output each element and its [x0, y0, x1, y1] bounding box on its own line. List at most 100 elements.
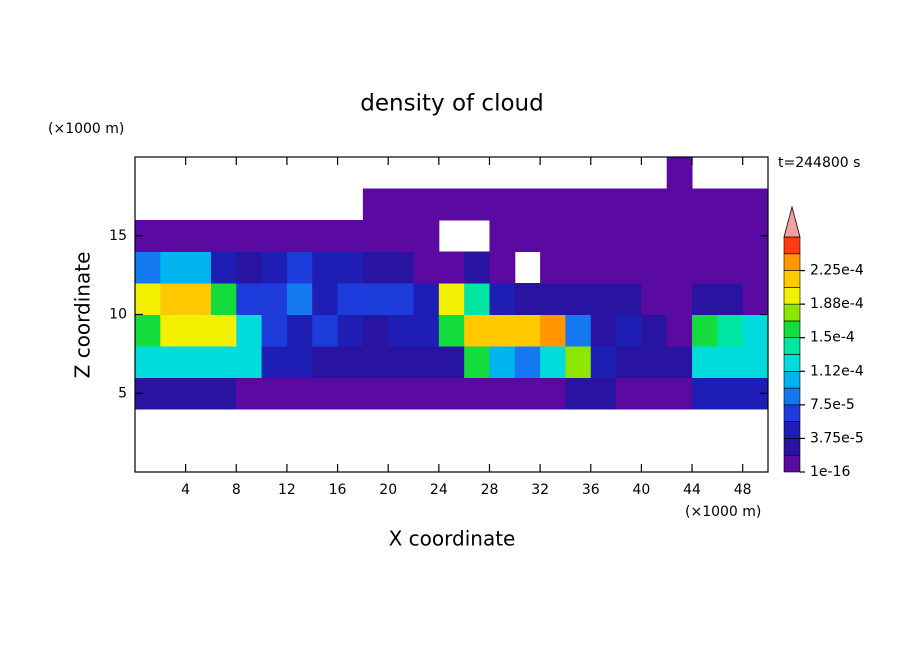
cell	[717, 188, 744, 221]
x-tick-label: 8	[232, 482, 241, 498]
cell	[540, 188, 566, 221]
colorbar-band	[783, 253, 801, 271]
cell	[717, 377, 744, 410]
cell	[489, 251, 516, 284]
cell	[565, 283, 592, 315]
colorbar-tick-label: 7.5e-5	[810, 397, 855, 413]
cell	[362, 314, 389, 347]
cell	[337, 251, 364, 284]
cell	[590, 346, 617, 378]
cell	[261, 220, 288, 252]
cell	[666, 188, 693, 221]
cell	[540, 220, 566, 252]
cell	[464, 314, 490, 347]
cell	[185, 283, 212, 315]
cell	[464, 188, 490, 221]
colorbar-band	[783, 320, 801, 339]
cell	[438, 283, 465, 315]
cell	[692, 188, 718, 221]
cell	[514, 283, 541, 315]
cell	[565, 188, 592, 221]
cell	[489, 188, 516, 221]
y-axis-label: Z coordinate	[71, 252, 95, 379]
cell	[160, 220, 187, 252]
cell	[590, 283, 617, 315]
cell	[337, 220, 364, 252]
cell	[666, 220, 693, 252]
cell	[742, 283, 769, 315]
x-tick-label: 24	[430, 482, 448, 498]
cell	[666, 377, 693, 410]
cell	[565, 220, 592, 252]
cell	[236, 377, 263, 410]
cell	[692, 377, 718, 410]
cell	[413, 188, 440, 221]
cell	[135, 283, 161, 315]
cell	[362, 283, 389, 315]
colorbar-band	[783, 421, 801, 439]
cell	[261, 377, 288, 410]
cell	[616, 188, 642, 221]
cell	[312, 220, 339, 252]
x-tick-label: 48	[734, 482, 752, 498]
colorbar-tick-label: 1.5e-4	[810, 330, 855, 346]
colorbar-band	[783, 404, 801, 422]
cell	[616, 220, 642, 252]
cell	[438, 251, 465, 284]
colorbar-tick-label: 1.88e-4	[810, 296, 864, 312]
cell	[717, 314, 744, 347]
colorbar-tick-label: 1e-16	[810, 464, 850, 480]
colorbar-band	[783, 438, 801, 456]
cell	[160, 251, 187, 284]
cell	[236, 283, 263, 315]
cell	[540, 283, 566, 315]
cell	[312, 377, 339, 410]
cell	[362, 377, 389, 410]
x-tick-label: 20	[379, 482, 397, 498]
y-tick-label: 15	[109, 228, 127, 244]
cell	[312, 314, 339, 347]
cell	[489, 377, 516, 410]
cell	[337, 314, 364, 347]
cell	[565, 314, 592, 347]
x-tick-label: 44	[683, 482, 701, 498]
colorbar-band	[783, 354, 801, 372]
cell	[362, 220, 389, 252]
cell	[514, 188, 541, 221]
y-unit: (×1000 m)	[48, 121, 124, 137]
cell	[160, 283, 187, 315]
y-tick-label: 10	[109, 307, 127, 323]
colorbar-band	[783, 303, 801, 322]
cell	[641, 314, 668, 347]
cell	[210, 377, 237, 410]
cell	[641, 377, 668, 410]
cell	[261, 251, 288, 284]
colorbar-band	[783, 287, 801, 305]
cell	[514, 346, 541, 378]
cell	[616, 377, 642, 410]
colorbar-band	[783, 337, 801, 355]
cell	[413, 377, 440, 410]
cell	[565, 346, 592, 378]
x-tick-label: 28	[481, 482, 499, 498]
cell	[388, 283, 415, 315]
cell	[438, 188, 465, 221]
cell	[565, 251, 592, 284]
cell	[742, 314, 769, 347]
cell	[438, 314, 465, 347]
cell	[236, 346, 263, 378]
cell	[286, 377, 313, 410]
cell	[616, 283, 642, 315]
cell	[717, 346, 744, 378]
cell	[312, 346, 339, 378]
cell	[388, 377, 415, 410]
cell	[590, 314, 617, 347]
cell	[717, 220, 744, 252]
cell	[666, 346, 693, 378]
cell	[286, 314, 313, 347]
cell	[666, 157, 693, 189]
cell	[236, 220, 263, 252]
cell	[388, 346, 415, 378]
cell	[464, 377, 490, 410]
cell	[312, 251, 339, 284]
